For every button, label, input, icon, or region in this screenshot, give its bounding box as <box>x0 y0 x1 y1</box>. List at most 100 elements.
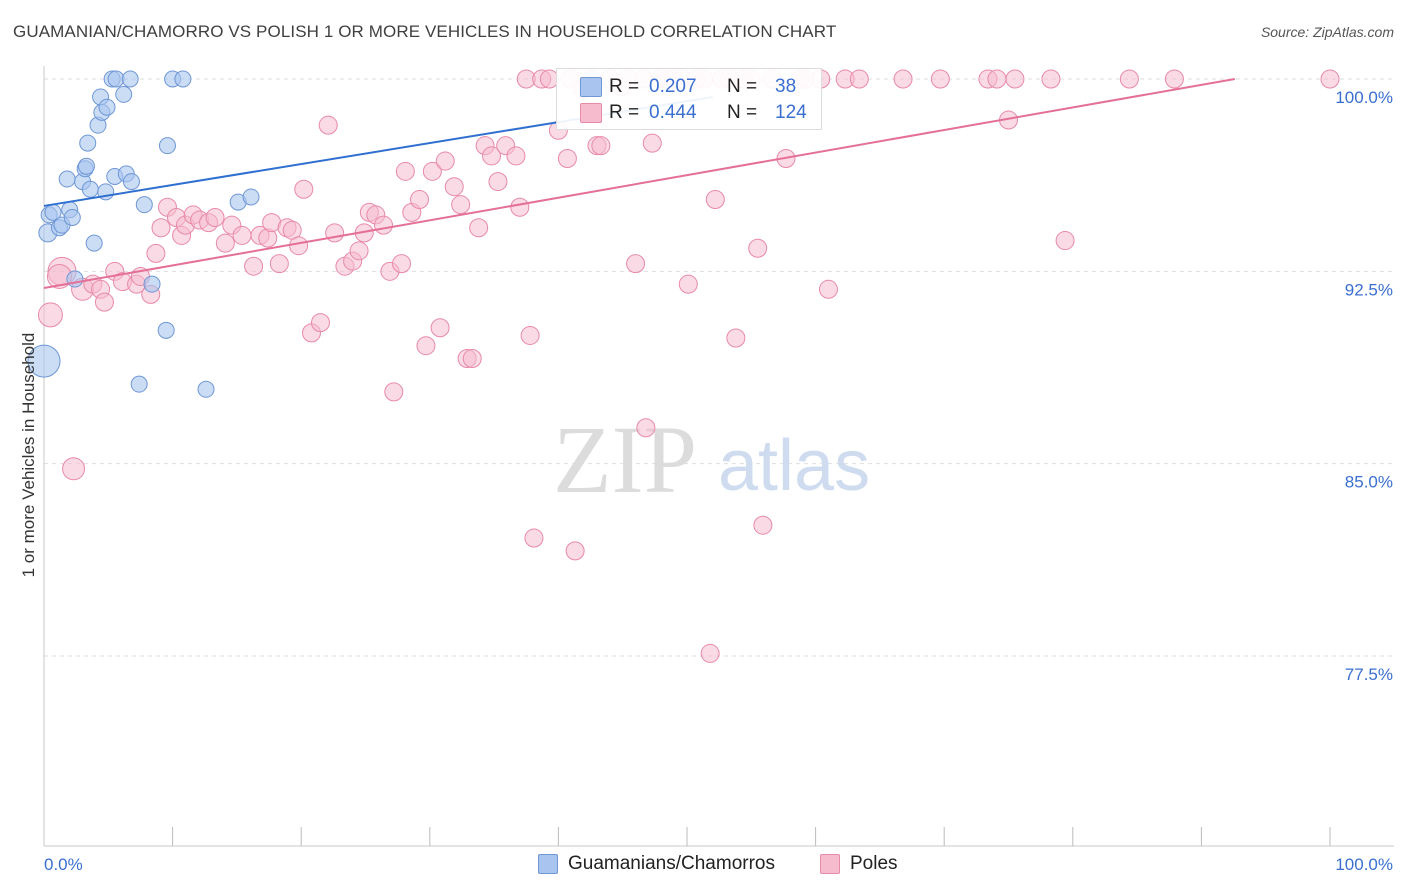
legend-n-value: 124 <box>775 102 807 123</box>
legend-r-value: 0.444 <box>649 102 697 123</box>
guamanians-point <box>157 321 175 339</box>
poles-point <box>565 541 585 561</box>
poles-point <box>294 179 314 199</box>
poles-point <box>1005 69 1025 89</box>
poles-point <box>232 225 252 245</box>
bottom-legend-guamanians: Guamanians/Chamorros <box>538 852 775 876</box>
poles-point <box>37 302 63 328</box>
poles-point <box>700 643 720 663</box>
bottom-legend-label: Poles <box>850 853 898 874</box>
poles-point <box>422 161 442 181</box>
guamanians-point <box>63 208 81 226</box>
poles-point <box>469 218 489 238</box>
bottom-legend-label: Guamanians/Chamorros <box>568 853 775 874</box>
poles-point <box>482 146 502 166</box>
legend-n-label: N = <box>727 102 758 123</box>
poles-point <box>726 328 746 348</box>
guamanians-point <box>27 344 61 378</box>
guamanians-point <box>98 98 116 116</box>
poles-point <box>318 115 338 135</box>
guamanians-point <box>174 70 192 88</box>
poles-point <box>289 236 309 256</box>
watermark-atlas: atlas <box>718 426 870 506</box>
poles-point <box>395 161 415 181</box>
poles-point <box>325 223 345 243</box>
poles-point <box>215 233 235 253</box>
y-tick-label: 77.5% <box>1345 665 1393 684</box>
poles-point <box>748 238 768 258</box>
grid-layer <box>44 78 1394 657</box>
poles-point <box>1119 69 1139 89</box>
bottom-legend-swatch-blue <box>538 854 558 874</box>
y-tick-label: 92.5% <box>1345 280 1393 299</box>
chart-title: GUAMANIAN/CHAMORRO VS POLISH 1 OR MORE V… <box>13 22 837 41</box>
poles-point <box>62 457 86 481</box>
poles-point <box>753 515 773 535</box>
poles-point <box>462 349 482 369</box>
poles-point <box>893 69 913 89</box>
poles-point <box>849 69 869 89</box>
poles-point <box>244 256 264 276</box>
guamanians-point <box>242 188 260 206</box>
y-tick-label: 100.0% <box>1335 88 1393 107</box>
poles-point <box>1164 69 1184 89</box>
guamanians-point <box>107 70 125 88</box>
poles-point <box>205 207 225 227</box>
poles-point <box>151 218 171 238</box>
poles-point <box>435 151 455 171</box>
guamanians-point <box>197 380 215 398</box>
poles-point <box>451 195 471 215</box>
guamanians-point <box>115 85 133 103</box>
x-tick-label-min: 0.0% <box>44 855 83 874</box>
poles-point <box>642 133 662 153</box>
legend-n-value: 38 <box>775 76 797 97</box>
poles-point <box>430 318 450 338</box>
poles-point <box>705 190 725 210</box>
axis-layer <box>43 66 1394 847</box>
legend-r-label: R = <box>609 76 640 97</box>
poles-point <box>1041 69 1061 89</box>
poles-point <box>146 243 166 263</box>
guamanians-point <box>135 196 153 214</box>
guamanians-point <box>122 173 140 191</box>
legend-swatch-blue <box>580 77 602 97</box>
poles-point <box>1320 69 1340 89</box>
watermark: ZIP atlas <box>553 406 870 513</box>
poles-points <box>37 69 1340 663</box>
tick-labels: 77.5% 85.0% 92.5% 100.0% 0.0% 100.0% <box>44 88 1393 874</box>
poles-point <box>520 325 540 345</box>
poles-trend-line <box>43 78 1236 289</box>
poles-point <box>410 190 430 210</box>
watermark-zip: ZIP <box>553 406 697 513</box>
poles-point <box>488 172 508 192</box>
poles-point <box>374 215 394 235</box>
poles-point <box>506 146 526 166</box>
legend-r-label: R = <box>609 102 640 123</box>
guamanians-point <box>143 275 161 293</box>
poles-point <box>392 254 412 274</box>
poles-point <box>1055 231 1075 251</box>
y-tick-label: 85.0% <box>1345 473 1393 492</box>
poles-point <box>987 69 1007 89</box>
legend-n-label: N = <box>727 76 758 97</box>
guamanians-point <box>79 134 97 152</box>
poles-point <box>524 528 544 548</box>
bottom-legend-swatch-pink <box>820 854 840 874</box>
poles-point <box>94 292 114 312</box>
poles-point <box>310 313 330 333</box>
poles-point <box>636 418 656 438</box>
bottom-legend-poles: Poles <box>820 852 898 876</box>
poles-point <box>591 136 611 156</box>
poles-point <box>678 274 698 294</box>
guamanians-points <box>27 70 260 398</box>
correlation-legend: R = 0.207 N = 38 R = 0.444 N = 124 <box>556 68 822 130</box>
legend-r-value: 0.207 <box>649 76 697 97</box>
poles-point <box>930 69 950 89</box>
poles-point <box>269 254 289 274</box>
poles-point <box>416 336 436 356</box>
poles-point <box>444 177 464 197</box>
legend-swatch-pink <box>580 103 602 123</box>
guamanians-point <box>81 180 99 198</box>
source-label: Source: ZipAtlas.com <box>1260 24 1394 40</box>
